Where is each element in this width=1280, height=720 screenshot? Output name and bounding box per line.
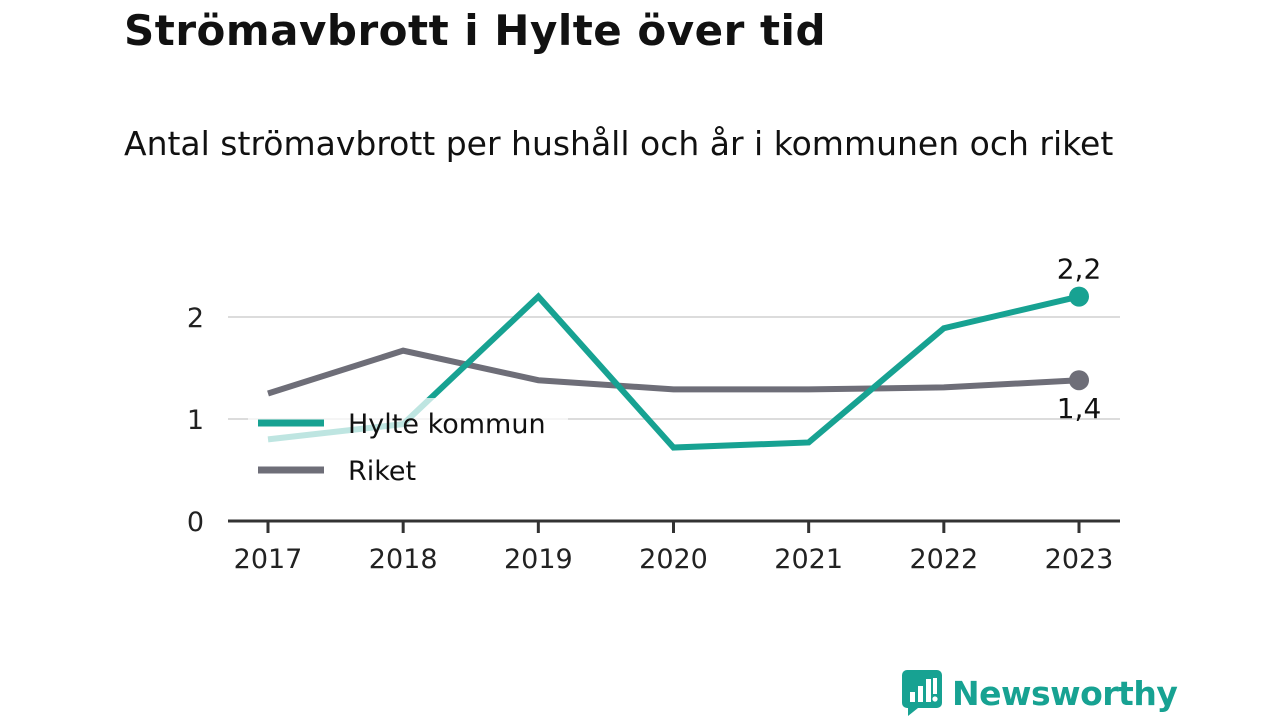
x-tick-label: 2017 <box>234 544 303 575</box>
legend-background <box>248 398 568 494</box>
legend: Hylte kommun Riket <box>248 398 568 494</box>
end-labels: 2,2 1,4 <box>1057 253 1102 426</box>
x-tick-label: 2022 <box>909 544 978 575</box>
y-tick-label: 1 <box>187 405 204 436</box>
brand-logo: Newsworthy <box>902 670 1178 716</box>
chart-subtitle: Antal strömavbrott per hushåll och år i … <box>124 124 1114 163</box>
legend-label: Hylte kommun <box>348 409 546 440</box>
data-label: 2,2 <box>1057 253 1102 286</box>
y-tick-label: 0 <box>187 507 204 538</box>
x-tick-label: 2021 <box>774 544 843 575</box>
series-line-riket <box>267 347 1080 397</box>
series-end-point <box>1069 286 1089 307</box>
chart-title: Strömavbrott i Hylte över tid <box>124 6 827 55</box>
newsworthy-logo-icon <box>902 670 942 716</box>
y-tick-label: 2 <box>187 303 204 334</box>
x-tick-label: 2023 <box>1045 544 1114 575</box>
x-tick-label: 2020 <box>639 544 708 575</box>
y-axis: 0 1 2 <box>187 303 204 538</box>
legend-label: Riket <box>348 456 416 487</box>
x-tick-label: 2018 <box>369 544 438 575</box>
series-end-point <box>1069 370 1089 391</box>
x-axis: 2017 2018 2019 2020 2021 2022 2023 <box>228 519 1120 575</box>
brand-name: Newsworthy <box>952 673 1178 713</box>
x-tick-label: 2019 <box>504 544 573 575</box>
data-label: 1,4 <box>1057 392 1102 425</box>
